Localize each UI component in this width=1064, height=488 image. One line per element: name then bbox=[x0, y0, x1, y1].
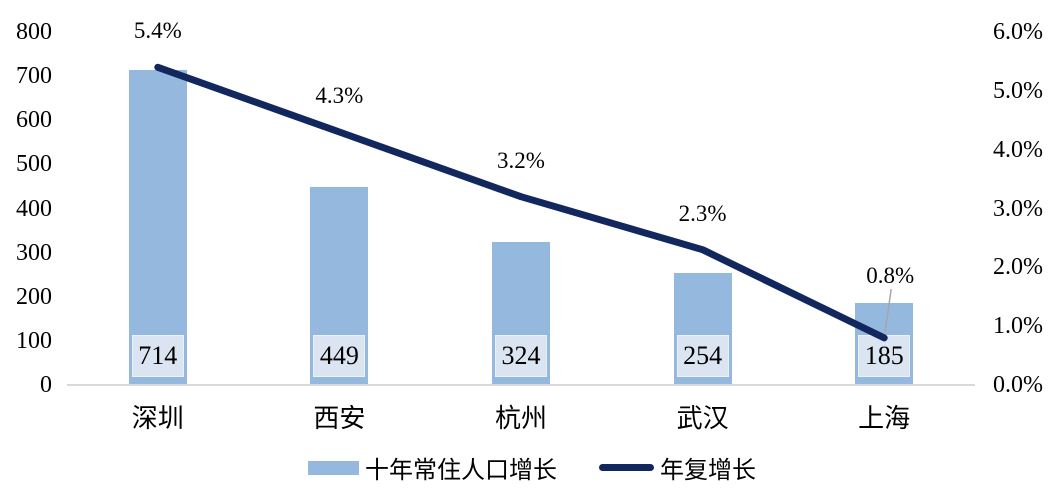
right-axis-tick: 3.0% bbox=[993, 195, 1043, 222]
left-axis-tick: 600 bbox=[16, 107, 52, 134]
bar-value-label: 254 bbox=[676, 335, 729, 377]
legend-line-swatch-icon bbox=[599, 464, 654, 471]
right-axis-tick: 6.0% bbox=[993, 19, 1043, 45]
bar-value-label: 324 bbox=[495, 335, 547, 377]
left-axis-tick: 400 bbox=[16, 195, 52, 222]
legend-bar-swatch-icon bbox=[308, 460, 359, 475]
legend: 十年常住人口增长 年复增长 bbox=[0, 450, 1064, 485]
right-axis-tick: 4.0% bbox=[993, 136, 1043, 163]
left-axis-tick: 0 bbox=[40, 372, 52, 398]
bar-value-label: 185 bbox=[858, 335, 911, 377]
x-axis-line bbox=[67, 384, 975, 386]
left-axis-tick: 100 bbox=[16, 327, 52, 354]
left-axis-tick: 800 bbox=[16, 19, 52, 45]
left-axis-tick: 700 bbox=[16, 63, 52, 90]
line-data-label: 3.2% bbox=[497, 147, 545, 173]
right-axis-tick: 0.0% bbox=[993, 372, 1043, 398]
legend-bar-label: 十年常住人口增长 bbox=[365, 458, 557, 484]
right-axis-tick: 5.0% bbox=[993, 77, 1043, 104]
line-data-label: 0.8% bbox=[866, 262, 915, 288]
category-label: 杭州 bbox=[494, 404, 547, 433]
line-data-label: 2.3% bbox=[678, 200, 727, 226]
category-label: 上海 bbox=[858, 404, 911, 433]
legend-line-label: 年复增长 bbox=[660, 458, 756, 484]
category-label: 深圳 bbox=[131, 404, 184, 433]
bar-value-label: 449 bbox=[313, 335, 366, 377]
line-data-label: 5.4% bbox=[133, 18, 182, 44]
left-axis-tick: 300 bbox=[16, 239, 52, 266]
right-axis-tick: 1.0% bbox=[993, 313, 1043, 340]
left-axis-tick: 500 bbox=[16, 151, 52, 178]
bar-value-label: 714 bbox=[131, 335, 184, 377]
category-label: 西安 bbox=[313, 404, 366, 433]
left-axis-tick: 200 bbox=[16, 283, 52, 310]
line-data-label: 4.3% bbox=[315, 83, 364, 109]
right-axis-tick: 2.0% bbox=[993, 254, 1043, 281]
category-label: 武汉 bbox=[676, 404, 729, 433]
